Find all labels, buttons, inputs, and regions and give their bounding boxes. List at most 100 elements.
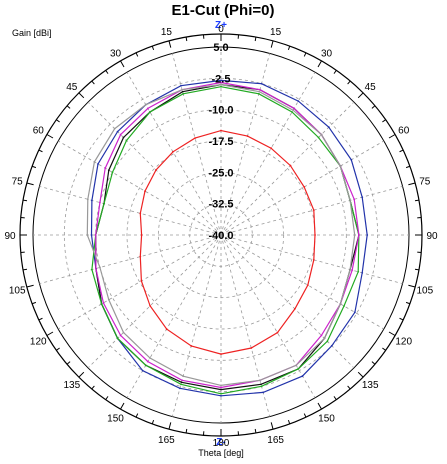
data-point [258,90,261,93]
angle-tick-mark [185,36,188,42]
data-point [103,202,105,205]
data-point [366,234,369,236]
angle-tick-label: 135 [362,380,379,391]
data-point [102,301,105,304]
data-point [276,331,279,334]
angle-tick-mark [46,134,54,139]
spoke [220,185,403,236]
angle-tick-mark [91,385,95,390]
spoke [220,234,403,285]
data-point [125,139,128,142]
angle-tick-mark [414,268,420,271]
angle-tick-label: 90 [4,231,16,242]
angle-tick-label: 45 [365,82,377,93]
angle-tick-mark [317,402,322,410]
spoke [87,234,222,369]
spoke [126,71,222,236]
angle-tick-label: 75 [12,176,24,187]
angle-tick-mark [333,396,337,400]
gain-ring [95,109,347,361]
data-point [349,268,352,271]
angle-tick-label: 90 [426,231,438,242]
data-point [260,82,263,85]
data-point [190,345,193,347]
data-point [104,167,107,170]
angle-tick-mark [78,371,85,378]
angle-tick-mark [185,428,188,434]
angle-tick-mark [270,40,274,48]
data-point [349,199,352,202]
data-point [180,84,182,87]
angle-tick-mark [38,317,43,321]
data-point [289,164,292,167]
angle-tick-mark [287,45,291,51]
data-point [116,337,119,340]
spoke [57,234,222,330]
data-point [86,234,89,236]
data-point [297,367,300,370]
data-point [95,267,97,270]
angle-tick-mark [357,371,364,378]
z-plus-marker: Z+ [215,20,227,31]
angle-tick-mark [151,45,155,51]
angle-tick-mark [31,301,37,305]
data-point [140,234,143,236]
angle-tick-mark [91,80,95,85]
data-point [122,331,125,334]
angle-tick-label: 135 [63,380,80,391]
angle-tick-mark [371,361,376,365]
radial-tick-label: -2.5 [212,73,231,85]
angle-tick-label: 150 [318,414,335,425]
angle-tick-mark [254,36,257,42]
angle-tick-mark [382,347,386,351]
data-point [260,383,262,386]
data-point [220,394,222,397]
data-point [353,198,356,201]
data-point [293,107,296,110]
data-point [107,298,110,301]
data-point [181,90,184,93]
angular-axis-label: Theta [deg] [198,448,244,458]
data-point [140,280,143,282]
data-point [165,328,168,330]
data-point [146,360,149,363]
radial-tick-label: -25.0 [208,167,233,179]
angle-tick-mark [414,199,420,202]
angle-tick-label: 165 [267,435,284,446]
angle-tick-mark [388,331,396,336]
data-point [119,133,122,136]
angle-tick-mark [31,165,37,169]
data-point [301,375,304,378]
data-point [220,386,222,389]
angle-tick-mark [26,182,34,186]
data-point [353,234,356,236]
data-point [220,81,222,84]
data-point [327,126,330,129]
data-point [220,388,222,391]
angle-tick-mark [371,105,376,109]
angle-tick-labels: 0 15 30 45 60 75 90 105 120 135 150 165 180 165 150 135… [4,24,438,449]
angle-tick-mark [405,165,411,169]
data-point [100,303,103,305]
angle-tick-mark [66,105,71,109]
data-point [94,234,97,236]
angle-tick-mark [38,149,43,153]
angle-tick-label: 45 [66,82,78,93]
data-point [350,158,353,161]
data-point [181,88,183,91]
data-point [220,85,222,88]
angle-tick-mark [408,284,416,288]
angle-tick-label: 180 [213,438,230,449]
data-point [93,160,96,163]
data-point [149,304,152,307]
data-point [361,271,364,274]
data-point [182,92,185,95]
data-point [220,79,222,82]
data-point [259,88,261,91]
data-point [220,392,222,395]
data-point [323,337,326,340]
angle-tick-mark [270,422,274,430]
z-minus-marker: Z- [216,437,225,448]
data-point [220,83,222,86]
